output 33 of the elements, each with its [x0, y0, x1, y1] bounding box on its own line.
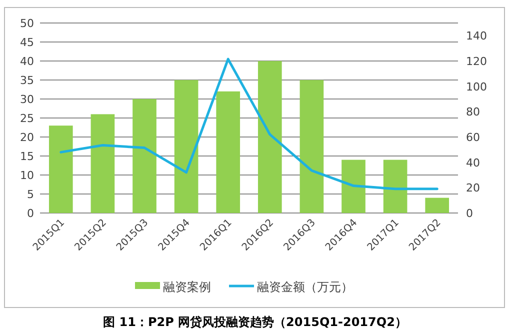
- bar: [174, 80, 198, 213]
- y-tick-label: 30: [20, 93, 34, 106]
- bar: [425, 198, 450, 213]
- bar: [383, 160, 408, 213]
- y2-tick-label: 0: [466, 207, 473, 220]
- y2-tick-label: 140: [466, 30, 487, 43]
- y-tick-label: 40: [20, 55, 34, 68]
- y-tick-label: 10: [20, 169, 34, 182]
- y-tick-label: 45: [20, 36, 34, 49]
- bar: [300, 80, 324, 213]
- y-tick-label: 25: [20, 112, 34, 125]
- y2-tick-label: 40: [466, 156, 480, 170]
- bar: [132, 99, 156, 213]
- y-tick-label: 20: [20, 131, 34, 144]
- line-series: [60, 58, 438, 190]
- bar: [48, 126, 73, 213]
- y2-tick-label: 120: [466, 55, 487, 68]
- y-tick-label: 0: [27, 207, 34, 220]
- y-tick-label: 5: [27, 188, 34, 201]
- y-tick-label: 35: [20, 74, 34, 87]
- caption: 图 11：P2P 网贷风投融资趋势（2015Q1-2017Q2）: [103, 315, 407, 329]
- y2-tick-label: 20: [466, 182, 480, 195]
- y2-tick-label: 100: [466, 80, 487, 94]
- bar: [258, 61, 282, 213]
- legend-label: 融资金额（万元）: [257, 280, 353, 294]
- y-tick-label: 50: [20, 17, 34, 30]
- bar: [216, 91, 240, 213]
- y2-tick-label: 80: [466, 106, 480, 119]
- y-tick-label: 15: [20, 150, 34, 163]
- y2-tick-label: 60: [466, 131, 480, 144]
- bar: [90, 114, 115, 213]
- bar: [342, 160, 366, 213]
- legend-label: 融资案例: [163, 280, 211, 294]
